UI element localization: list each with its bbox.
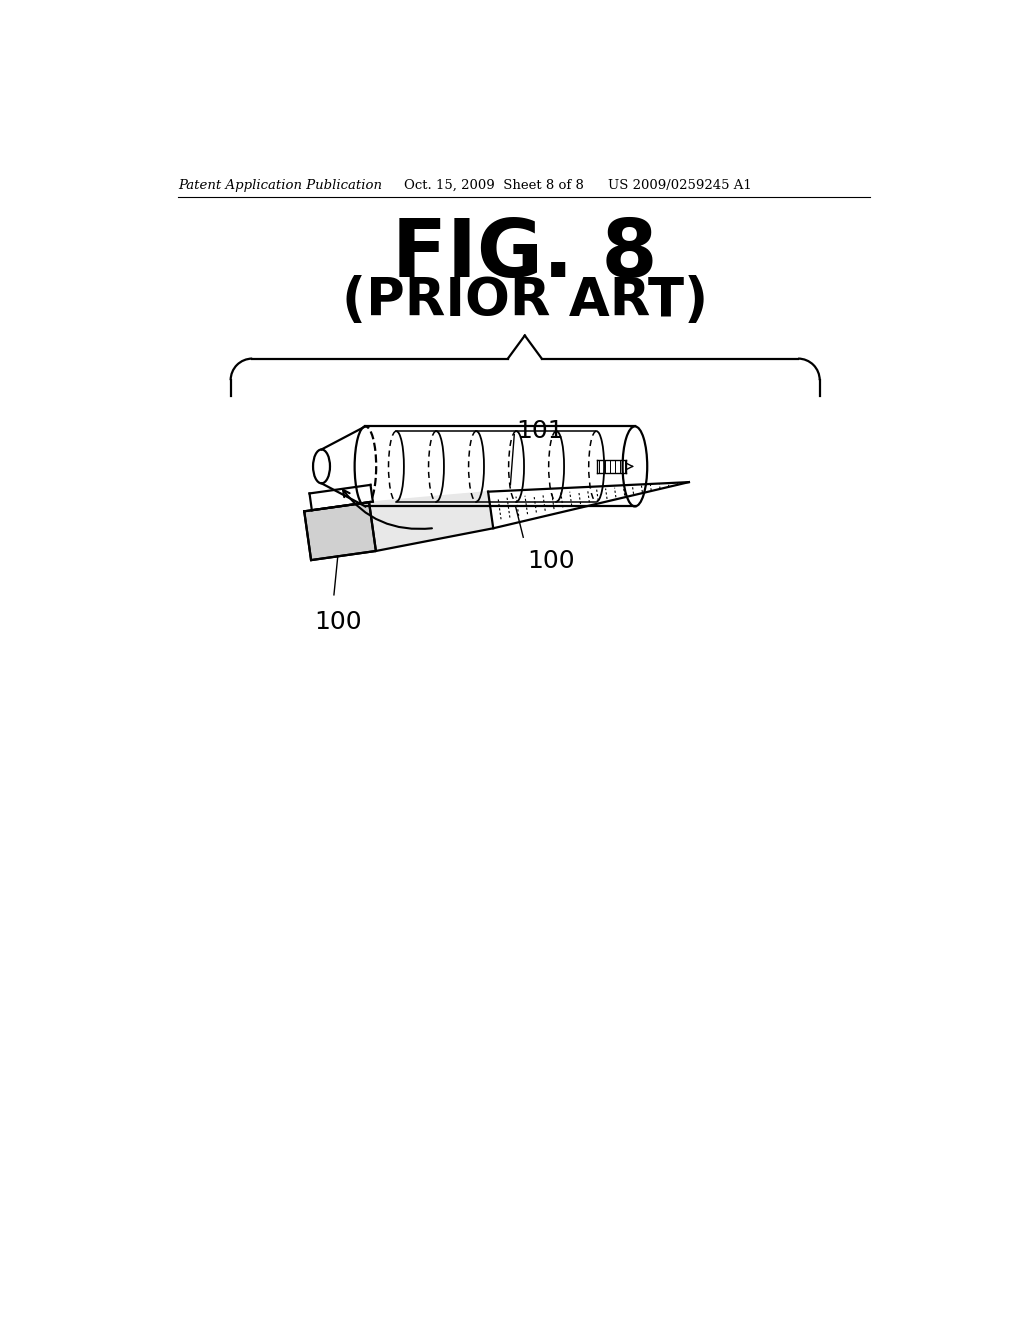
Polygon shape bbox=[369, 491, 494, 550]
Polygon shape bbox=[304, 502, 376, 560]
Text: 100: 100 bbox=[314, 610, 362, 634]
Text: Patent Application Publication: Patent Application Publication bbox=[178, 178, 382, 191]
Text: 100: 100 bbox=[527, 549, 574, 573]
Text: US 2009/0259245 A1: US 2009/0259245 A1 bbox=[608, 178, 752, 191]
Text: Oct. 15, 2009  Sheet 8 of 8: Oct. 15, 2009 Sheet 8 of 8 bbox=[403, 178, 584, 191]
Text: 101: 101 bbox=[516, 420, 564, 444]
Text: (PRIOR ART): (PRIOR ART) bbox=[342, 275, 708, 327]
Text: FIG. 8: FIG. 8 bbox=[392, 215, 657, 293]
